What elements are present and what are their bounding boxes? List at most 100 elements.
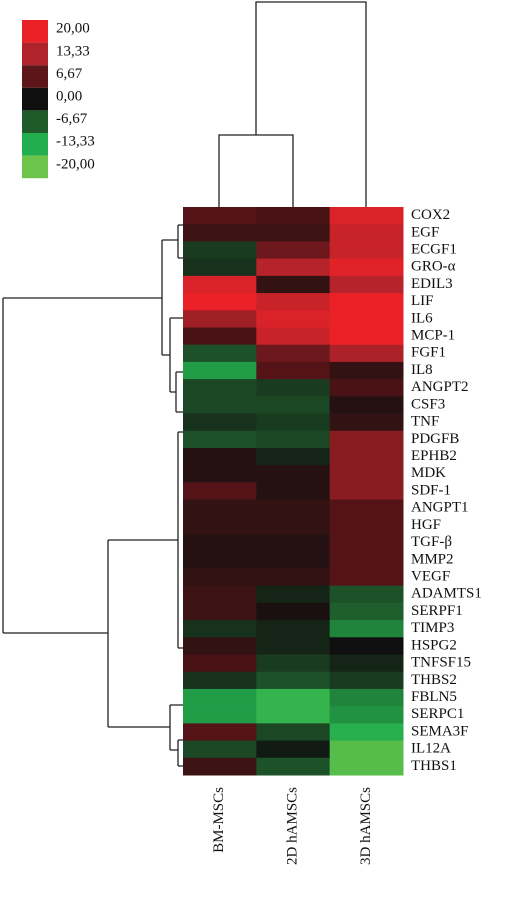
heatmap-cell <box>183 293 257 311</box>
row-label: HSPG2 <box>411 637 457 653</box>
column-label: 2D hAMSCs <box>284 787 300 865</box>
heatmap-cell <box>329 706 404 724</box>
heatmap-cell <box>256 482 331 501</box>
heatmap-cell <box>183 534 257 552</box>
row-label: EPHB2 <box>411 448 457 464</box>
heatmap-cell <box>183 447 257 466</box>
heatmap-cell <box>256 379 331 397</box>
heatmap-cell <box>256 447 331 466</box>
row-label: VEGF <box>411 568 450 584</box>
colorbar-label: 13,33 <box>56 43 90 59</box>
column-label: BM-MSCs <box>211 787 227 853</box>
colorbar-swatch <box>22 42 48 66</box>
heatmap-cell <box>183 620 257 638</box>
heatmap-cell <box>256 241 331 260</box>
heatmap-cell <box>183 723 257 742</box>
heatmap-cell <box>329 327 404 346</box>
heatmap-cell <box>256 757 331 776</box>
row-label: ADAMTS1 <box>411 586 482 602</box>
row-label: IL6 <box>411 310 433 326</box>
heatmap-cell <box>329 654 404 673</box>
row-label: MDK <box>411 465 446 481</box>
heatmap-cell <box>329 620 404 638</box>
row-label: MMP2 <box>411 551 454 567</box>
heatmap-cell <box>329 413 404 432</box>
heatmap-cell <box>256 740 331 759</box>
heatmap-cell <box>256 551 331 569</box>
colorbar-swatch <box>22 87 48 111</box>
heatmap-cell <box>183 275 257 294</box>
heatmap-cell <box>329 585 404 604</box>
colorbar-label: 20,00 <box>56 21 90 37</box>
row-label: ECGF1 <box>411 241 457 257</box>
row-label: ANGPT1 <box>411 500 469 516</box>
row-label: THBS1 <box>411 758 457 774</box>
heatmap-cell <box>256 310 331 328</box>
heatmap-cell <box>183 327 257 346</box>
heatmap-cell <box>329 688 404 707</box>
colorbar-label: -6,67 <box>56 111 88 127</box>
heatmap-cell <box>256 723 331 742</box>
colorbar-label: 6,67 <box>56 66 83 82</box>
heatmap-cell <box>256 585 331 604</box>
heatmap-cell <box>256 465 331 483</box>
heatmap-cell <box>329 258 404 277</box>
heatmap-cell <box>256 275 331 294</box>
heatmap-cell <box>183 516 257 535</box>
row-label: TGF-β <box>411 534 452 550</box>
heatmap-cell <box>329 723 404 742</box>
colorbar-swatch <box>22 133 48 156</box>
heatmap-cell <box>329 396 404 415</box>
colorbar-label: -20,00 <box>56 156 95 172</box>
heatmap-cell <box>256 706 331 724</box>
heatmap-cell <box>183 482 257 501</box>
heatmap-cell <box>256 396 331 415</box>
heatmap-cell <box>183 361 257 380</box>
row-label: IL12A <box>411 741 451 757</box>
heatmap-cell <box>183 706 257 724</box>
heatmap-cell <box>183 258 257 277</box>
colorbar-swatch <box>22 110 48 133</box>
row-label: SEMA3F <box>411 723 469 739</box>
heatmap-cell <box>256 688 331 707</box>
heatmap-cell <box>183 688 257 707</box>
heatmap-cell <box>183 396 257 415</box>
heatmap-cell <box>183 310 257 328</box>
heatmap-cell <box>256 602 331 621</box>
row-label: LIF <box>411 293 434 309</box>
heatmap-cell <box>183 551 257 569</box>
heatmap-cell <box>183 568 257 587</box>
heatmap-cell <box>183 465 257 483</box>
row-label: COX2 <box>411 207 450 223</box>
row-label: PDGFB <box>411 431 459 447</box>
row-label: HGF <box>411 517 441 533</box>
heatmap-cell <box>329 482 404 501</box>
heatmap-cell <box>256 534 331 552</box>
colorbar-swatch <box>22 155 48 179</box>
row-label: EGF <box>411 224 439 240</box>
heatmap-cell <box>183 430 257 449</box>
heatmap-cell <box>256 293 331 311</box>
heatmap-cell <box>256 413 331 432</box>
heatmap-cell <box>329 224 404 242</box>
heatmap-cell <box>183 224 257 242</box>
heatmap-cell <box>329 310 404 328</box>
heatmap-cell <box>183 344 257 363</box>
heatmap-cell <box>256 361 331 380</box>
colorbar-swatch <box>22 65 48 88</box>
row-label: SERPC1 <box>411 706 464 722</box>
row-label: TNFSF15 <box>411 655 471 671</box>
heatmap-cell <box>329 447 404 466</box>
heatmap-cell <box>329 275 404 294</box>
row-label: SERPF1 <box>411 603 463 619</box>
heatmap-cell <box>256 430 331 449</box>
heatmap-cell <box>183 654 257 673</box>
heatmap-cell <box>256 258 331 277</box>
heatmap-cell <box>329 757 404 776</box>
heatmap-cell <box>256 344 331 363</box>
row-label: TIMP3 <box>411 620 454 636</box>
heatmap-cell <box>183 379 257 397</box>
heatmap-cell <box>183 740 257 759</box>
heatmap-cell <box>329 637 404 656</box>
heatmap-cell <box>329 499 404 518</box>
